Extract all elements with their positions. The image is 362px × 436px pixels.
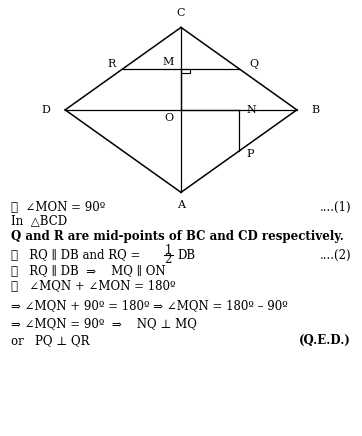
Text: Q and R are mid-points of BC and CD respectively.: Q and R are mid-points of BC and CD resp…	[11, 230, 344, 243]
Text: or   PQ ⊥ QR: or PQ ⊥ QR	[11, 334, 89, 347]
Text: N: N	[246, 105, 256, 115]
Text: ∴  ∠MON = 90º: ∴ ∠MON = 90º	[11, 201, 105, 214]
Text: 2: 2	[165, 253, 172, 266]
Text: Q: Q	[250, 59, 259, 69]
Text: M: M	[163, 57, 174, 67]
Text: ∴   RQ ∥ DB  ⇒    MQ ∥ ON: ∴ RQ ∥ DB ⇒ MQ ∥ ON	[11, 265, 165, 278]
Text: ....(1): ....(1)	[320, 201, 351, 214]
Text: ⇒ ∠MQN = 90º  ⇒    NQ ⊥ MQ: ⇒ ∠MQN = 90º ⇒ NQ ⊥ MQ	[11, 317, 197, 330]
Text: In  △BCD: In △BCD	[11, 215, 67, 228]
Text: 1: 1	[165, 244, 172, 257]
Text: DB: DB	[177, 249, 195, 262]
Text: B: B	[311, 105, 319, 115]
Text: ⇒ ∠MQN + 90º = 180º ⇒ ∠MQN = 180º – 90º: ⇒ ∠MQN + 90º = 180º ⇒ ∠MQN = 180º – 90º	[11, 299, 288, 312]
Text: O: O	[165, 112, 174, 123]
Text: A: A	[177, 200, 185, 210]
Text: D: D	[42, 105, 51, 115]
Text: ∴   RQ ∥ DB and RQ =: ∴ RQ ∥ DB and RQ =	[11, 249, 140, 262]
Text: (Q.E.D.): (Q.E.D.)	[299, 334, 351, 347]
Text: ∴   ∠MQN + ∠MON = 180º: ∴ ∠MQN + ∠MON = 180º	[11, 280, 175, 293]
Text: P: P	[246, 149, 254, 159]
Text: R: R	[108, 59, 116, 69]
Text: ....(2): ....(2)	[320, 249, 351, 262]
Text: C: C	[177, 8, 185, 18]
